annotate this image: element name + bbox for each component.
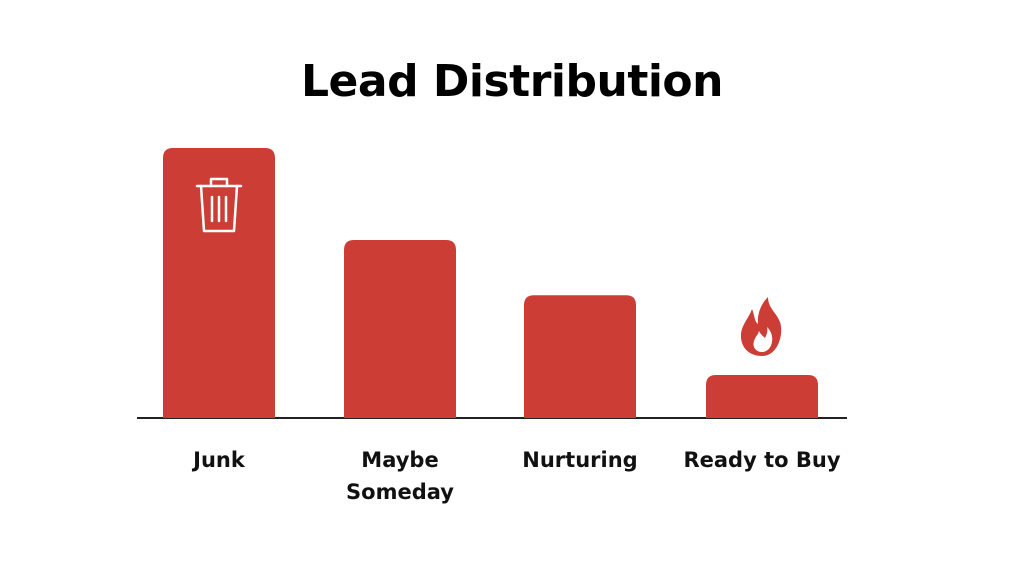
x-tick-label: Junk — [193, 448, 245, 472]
bar — [706, 375, 818, 418]
x-tick-label: Nurturing — [522, 448, 638, 472]
x-tick-label: Ready to Buy — [683, 448, 841, 472]
bar — [524, 295, 636, 418]
chart-title: Lead Distribution — [301, 56, 723, 107]
bars — [163, 148, 818, 418]
bar — [344, 240, 456, 418]
bar — [163, 148, 275, 418]
trash-icon — [195, 177, 243, 233]
x-tick-label: Maybe Someday — [346, 448, 454, 504]
flame-icon — [740, 297, 782, 356]
